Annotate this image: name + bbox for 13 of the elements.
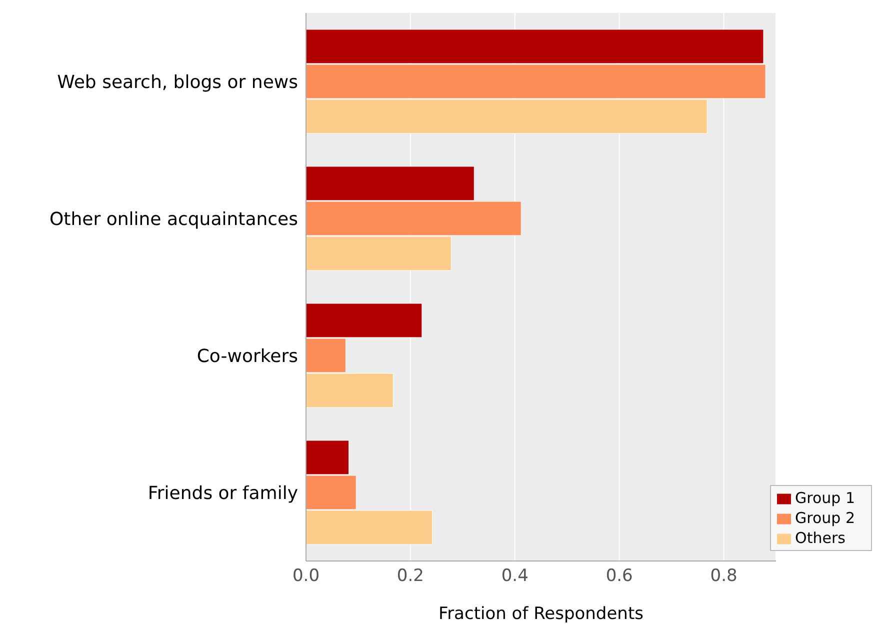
y-tick-label: Friends or family [148,482,298,504]
x-tick-label: 0.2 [396,566,424,586]
y-tick-label: Web search, blogs or news [57,72,298,93]
x-axis-title: Fraction of Respondents [438,604,644,624]
y-tick-label: Co-workers [196,346,298,367]
x-tick-label: 0.0 [292,566,320,586]
x-tick-label: 0.8 [710,566,738,586]
y-tick-label: Other online acquaintances [49,208,298,230]
legend-label: Group 2 [795,509,855,527]
x-tick-label: 0.4 [501,566,528,586]
legend-label: Others [795,529,846,547]
x-tick-label: 0.6 [606,566,633,586]
legend-label: Group 1 [795,489,855,507]
